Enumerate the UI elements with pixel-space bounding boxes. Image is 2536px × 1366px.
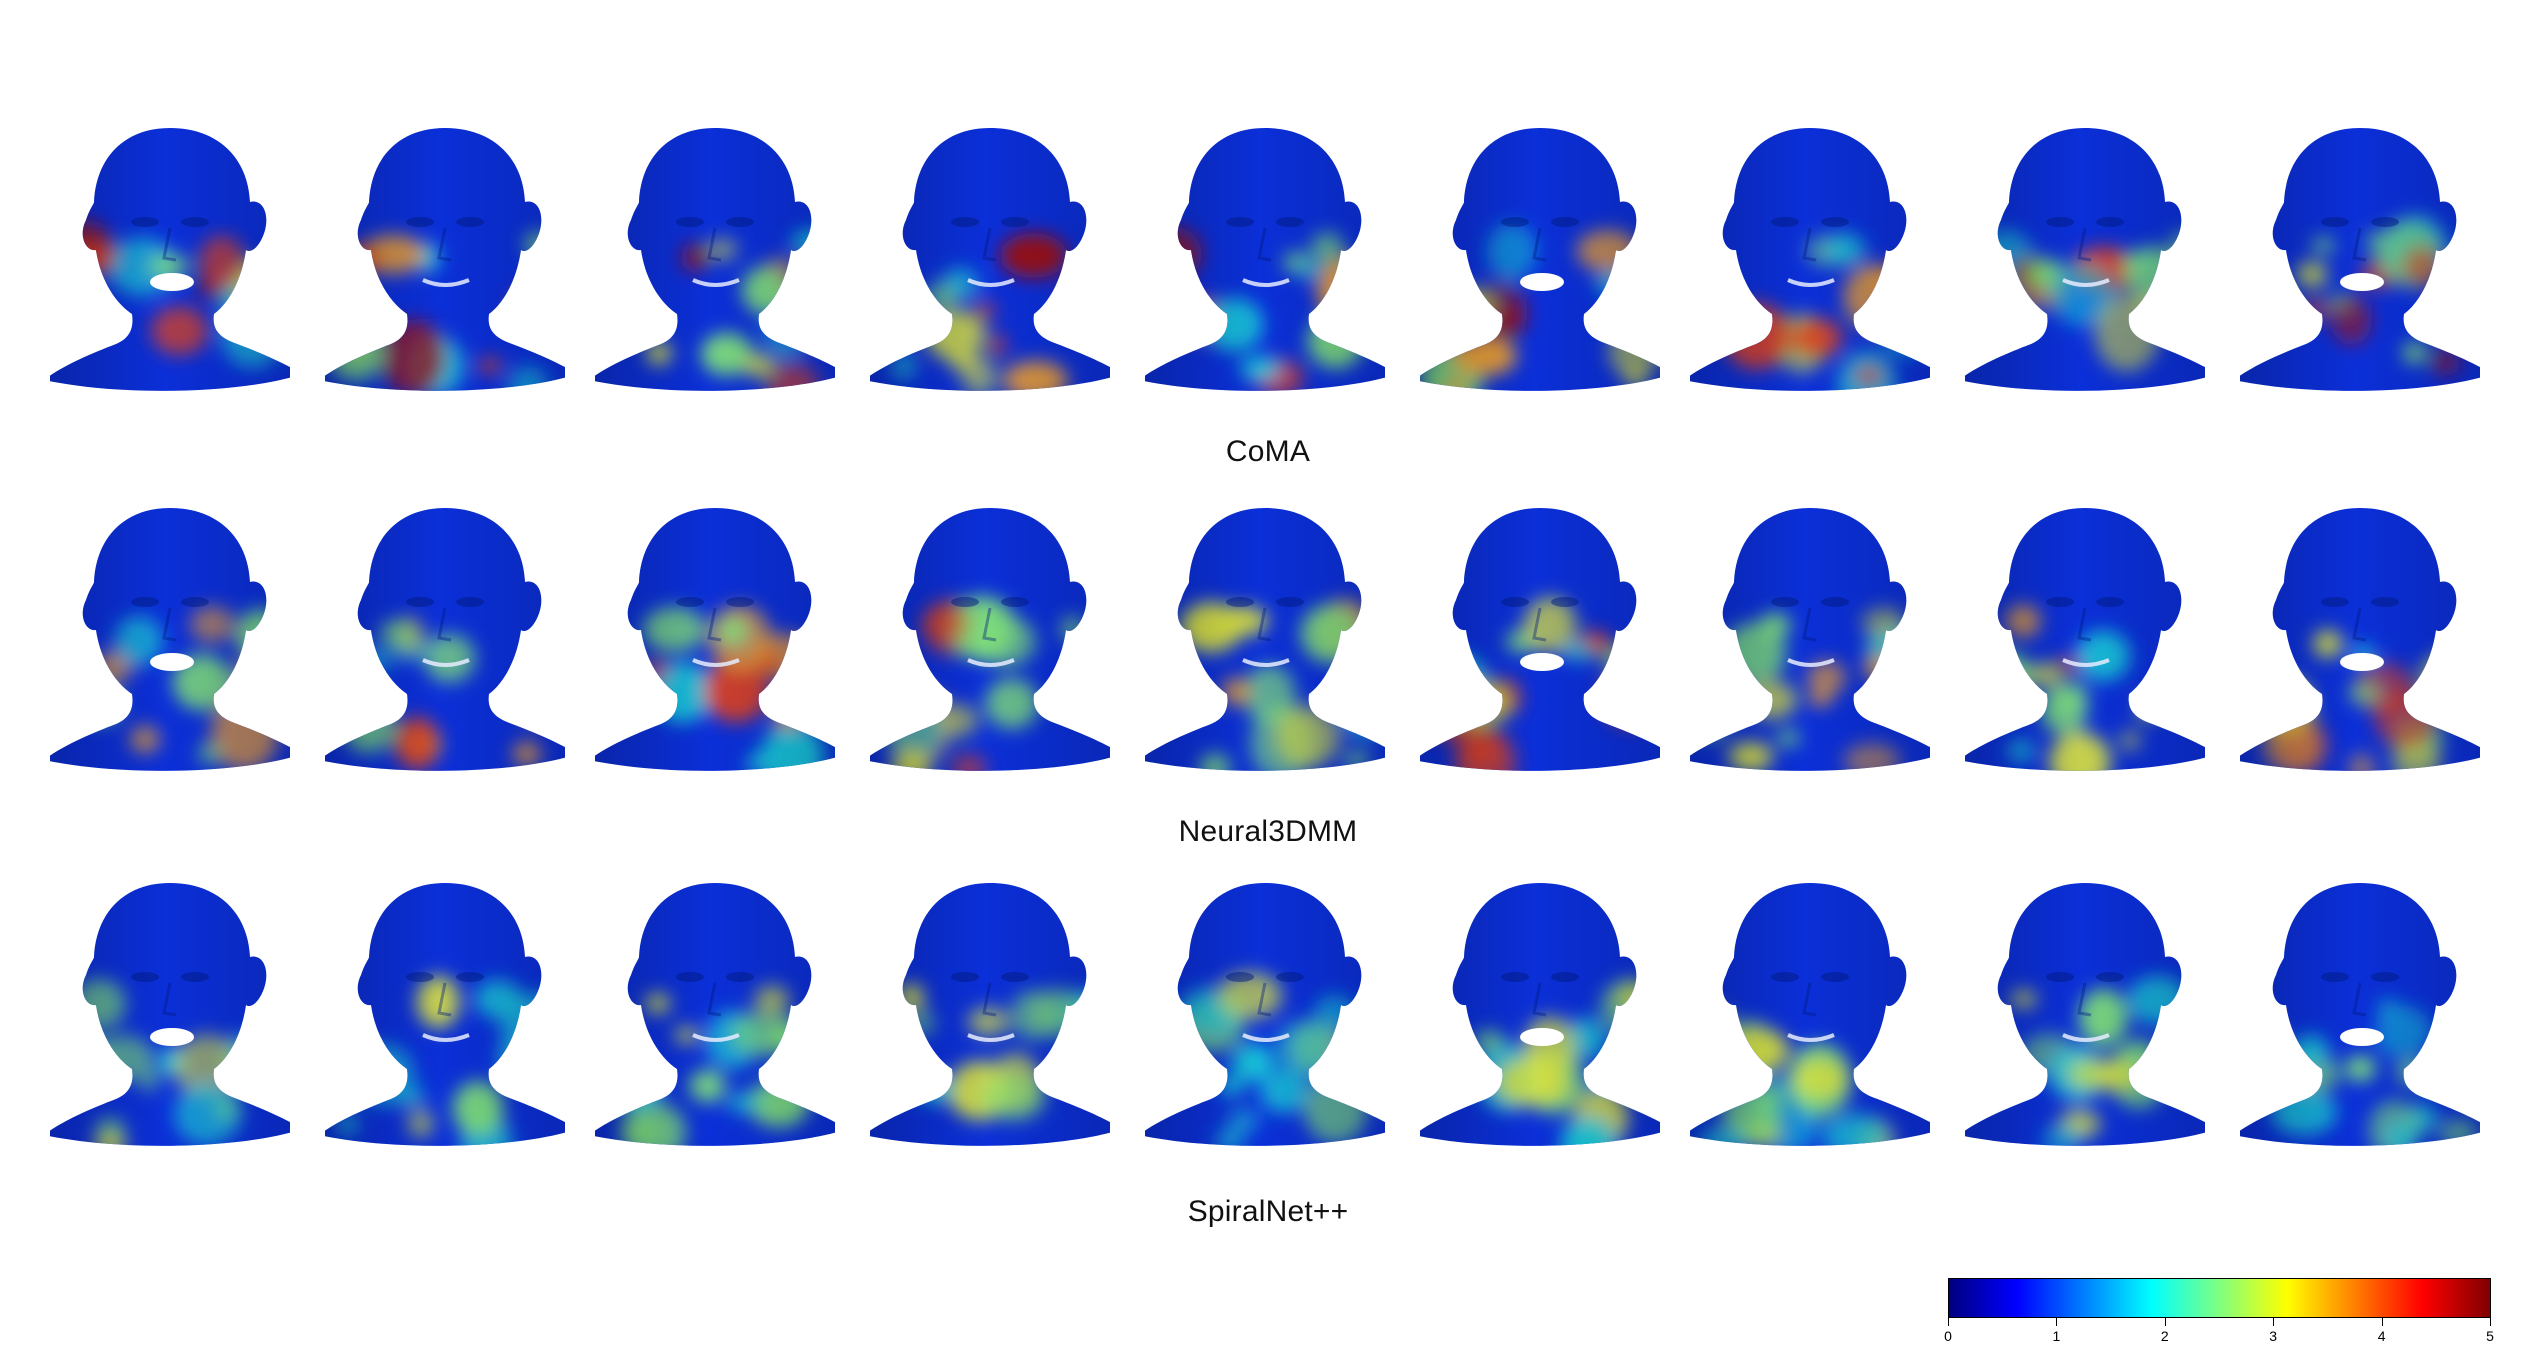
face-mesh-heatmap [50, 110, 290, 410]
face-mesh-heatmap [1420, 110, 1660, 410]
colorbar: 0 1 2 3 4 5 [1944, 1278, 2494, 1348]
colorbar-tick-label: 5 [2486, 1328, 2494, 1344]
colorbar-tick [2381, 1318, 2383, 1326]
colorbar-tick [2164, 1318, 2166, 1326]
row-label-neural3dmm: Neural3DMM [1178, 815, 1358, 848]
row-label-spiralnet: SpiralNet++ [1187, 1195, 1349, 1228]
face-mesh-heatmap [870, 490, 1110, 790]
colorbar-tick [2490, 1318, 2491, 1326]
face-mesh-heatmap [1965, 865, 2205, 1165]
colorbar-tick [1948, 1318, 1949, 1326]
face-mesh-heatmap [1690, 490, 1930, 790]
colorbar-tick [2273, 1318, 2275, 1326]
colorbar-tick-label: 4 [2377, 1328, 2386, 1344]
row-label-coma: CoMA [1225, 435, 1311, 468]
face-mesh-heatmap [325, 110, 565, 410]
face-mesh-heatmap [595, 490, 835, 790]
row-neural3dmm [0, 490, 2536, 810]
face-mesh-heatmap [325, 865, 565, 1165]
colorbar-tick-label: 1 [2052, 1328, 2061, 1344]
face-mesh-heatmap [50, 865, 290, 1165]
colorbar-tick-label: 3 [2269, 1328, 2278, 1344]
face-mesh-heatmap [1145, 110, 1385, 410]
colorbar-tick [2056, 1318, 2058, 1326]
face-mesh-heatmap [1965, 490, 2205, 790]
colorbar-gradient [1948, 1278, 2491, 1318]
colorbar-tick-label: 0 [1944, 1328, 1952, 1344]
face-mesh-heatmap [595, 110, 835, 410]
face-mesh-heatmap [1690, 865, 1930, 1165]
face-mesh-heatmap [2240, 865, 2480, 1165]
face-mesh-heatmap [1690, 110, 1930, 410]
row-coma [0, 110, 2536, 430]
face-mesh-heatmap [50, 490, 290, 790]
face-mesh-heatmap [1420, 490, 1660, 790]
face-mesh-heatmap [595, 865, 835, 1165]
face-mesh-heatmap [2240, 490, 2480, 790]
face-mesh-heatmap [870, 865, 1110, 1165]
row-spiralnet [0, 865, 2536, 1185]
face-mesh-heatmap [1145, 865, 1385, 1165]
face-mesh-heatmap [870, 110, 1110, 410]
face-mesh-heatmap [325, 490, 565, 790]
face-mesh-heatmap [1145, 490, 1385, 790]
face-mesh-heatmap [1965, 110, 2205, 410]
colorbar-tick-label: 2 [2160, 1328, 2169, 1344]
face-mesh-heatmap [1420, 865, 1660, 1165]
face-mesh-heatmap [2240, 110, 2480, 410]
